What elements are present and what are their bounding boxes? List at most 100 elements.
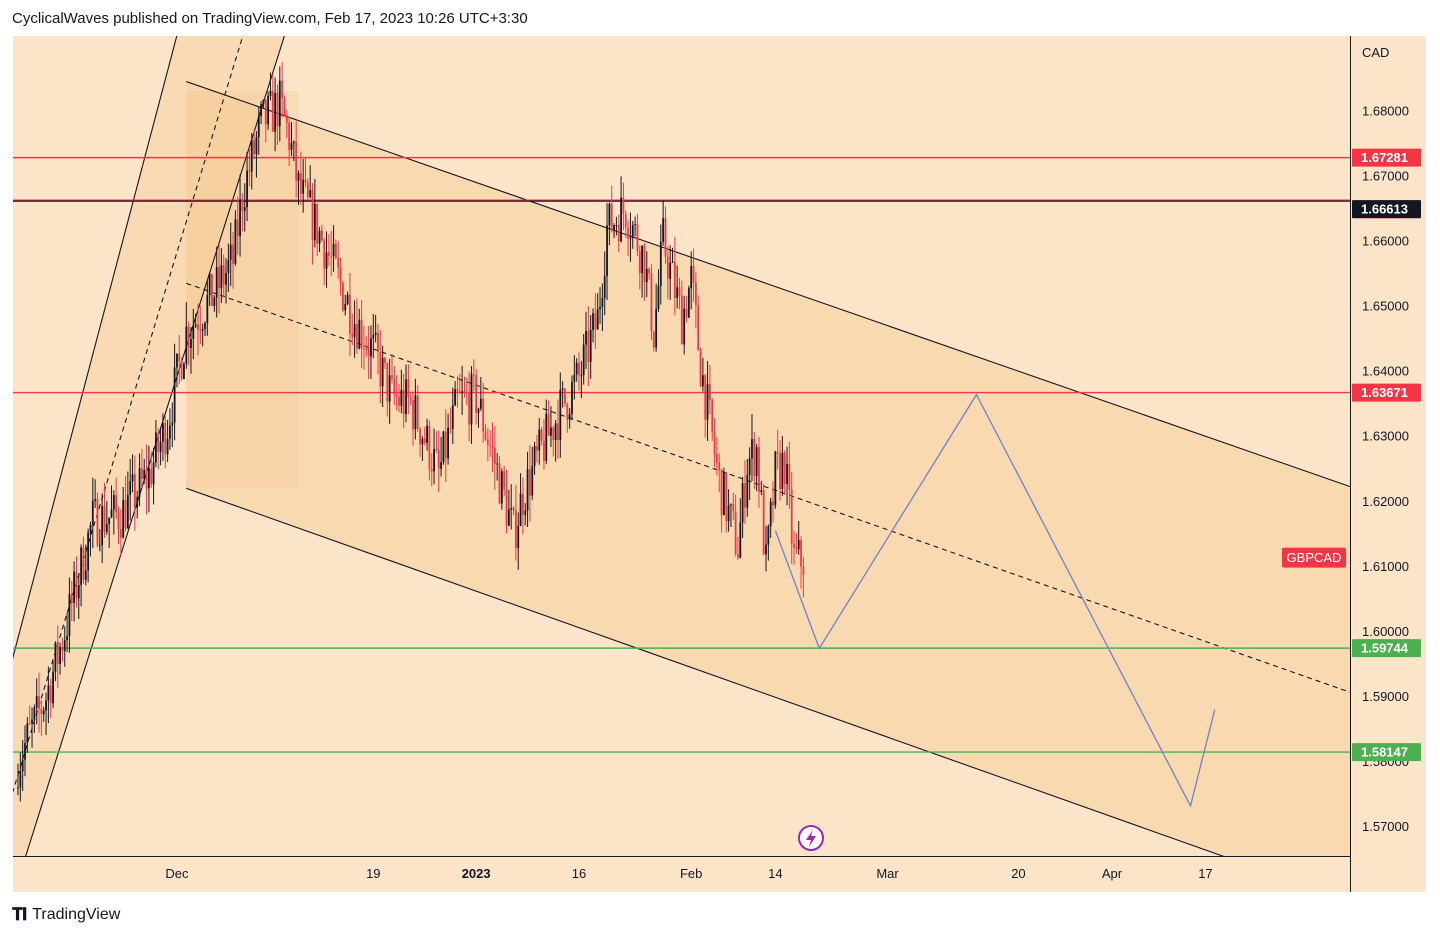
candle[interactable] [760, 480, 763, 495]
candle[interactable] [624, 210, 627, 238]
candle[interactable] [426, 418, 428, 451]
candle[interactable] [325, 231, 328, 288]
level-badge-0[interactable]: 1.67281 [1352, 148, 1421, 167]
candle[interactable] [112, 490, 115, 535]
candle[interactable] [657, 269, 660, 313]
candle[interactable] [66, 612, 68, 653]
candle[interactable] [739, 498, 742, 559]
candle[interactable] [208, 271, 211, 306]
candle[interactable] [641, 245, 644, 298]
candle[interactable] [519, 473, 522, 527]
candle[interactable] [765, 525, 767, 572]
level-badge-2[interactable]: 1.66613 [1352, 200, 1421, 219]
candle[interactable] [398, 383, 400, 413]
candle[interactable] [295, 121, 298, 198]
candle[interactable] [54, 641, 57, 682]
candle[interactable] [115, 477, 118, 519]
candle[interactable] [409, 393, 412, 406]
candle[interactable] [477, 407, 480, 428]
candle[interactable] [45, 692, 47, 736]
candle[interactable] [327, 234, 330, 266]
candle[interactable] [786, 446, 788, 506]
candle[interactable] [24, 725, 26, 777]
candle[interactable] [449, 407, 452, 434]
candle[interactable] [26, 717, 29, 753]
candle[interactable] [545, 399, 548, 465]
candle[interactable] [393, 366, 396, 405]
candle[interactable] [152, 447, 155, 505]
candle[interactable] [571, 375, 573, 421]
lightning-icon[interactable] [798, 825, 824, 851]
candle[interactable] [318, 226, 321, 253]
candle[interactable] [790, 471, 793, 564]
candle[interactable] [276, 84, 279, 145]
candle[interactable] [458, 373, 461, 395]
candle[interactable] [138, 453, 141, 506]
candle[interactable] [463, 376, 466, 398]
price-chart[interactable]: CAD 1.68000 1.67000 1.66000 1.65000 1.64000 1.… [13, 36, 1426, 892]
candle[interactable] [225, 258, 227, 304]
candle[interactable] [178, 334, 181, 385]
candle[interactable] [514, 484, 517, 561]
up-channel-upper-line[interactable] [13, 36, 299, 709]
candle[interactable] [486, 427, 489, 462]
candle[interactable] [753, 432, 756, 489]
candle[interactable] [75, 556, 78, 608]
candle[interactable] [734, 494, 737, 557]
candle[interactable] [795, 532, 798, 554]
candle[interactable] [664, 206, 667, 264]
candle[interactable] [592, 308, 594, 343]
candle[interactable] [260, 101, 262, 125]
candle[interactable] [89, 521, 92, 557]
candle[interactable] [374, 314, 377, 343]
candle[interactable] [461, 365, 464, 415]
candle[interactable] [391, 354, 393, 384]
candle[interactable] [402, 373, 405, 429]
candle[interactable] [578, 352, 580, 391]
candle[interactable] [793, 531, 795, 565]
candle[interactable] [720, 468, 723, 533]
up-channel-mid-line[interactable] [13, 36, 299, 836]
candle[interactable] [388, 358, 391, 424]
candle[interactable] [367, 325, 370, 379]
level-badge-3[interactable]: 1.63671 [1352, 383, 1421, 402]
candle[interactable] [468, 371, 471, 442]
candle[interactable] [400, 369, 403, 414]
candle[interactable] [262, 99, 265, 108]
candle[interactable] [42, 706, 45, 722]
candle[interactable] [781, 435, 784, 496]
candle[interactable] [500, 468, 503, 510]
candle[interactable] [414, 378, 417, 440]
candle[interactable] [479, 376, 482, 412]
candle[interactable] [124, 476, 127, 532]
candle[interactable] [297, 170, 300, 205]
candle[interactable] [692, 248, 695, 302]
candle[interactable] [659, 224, 662, 305]
candle[interactable] [346, 291, 349, 306]
candle[interactable] [395, 375, 398, 411]
candle[interactable] [33, 704, 36, 733]
candle[interactable] [730, 503, 732, 528]
candle[interactable] [98, 529, 101, 552]
candle[interactable] [213, 295, 216, 313]
candle[interactable] [274, 77, 277, 152]
candle[interactable] [218, 244, 220, 314]
candle[interactable] [339, 257, 342, 296]
candle[interactable] [507, 489, 510, 527]
candle[interactable] [543, 419, 545, 470]
candle[interactable] [601, 283, 604, 332]
candle[interactable] [250, 133, 253, 190]
candle[interactable] [599, 287, 601, 324]
candle[interactable] [377, 324, 379, 375]
candle[interactable] [381, 345, 384, 407]
candle[interactable] [666, 246, 669, 300]
candle[interactable] [631, 220, 634, 249]
candle[interactable] [311, 183, 314, 265]
candle[interactable] [31, 707, 33, 748]
candle[interactable] [732, 492, 735, 521]
candle[interactable] [171, 402, 174, 448]
candle[interactable] [255, 131, 258, 178]
candle[interactable] [192, 308, 195, 360]
candle[interactable] [662, 200, 665, 246]
candle[interactable] [673, 236, 676, 316]
